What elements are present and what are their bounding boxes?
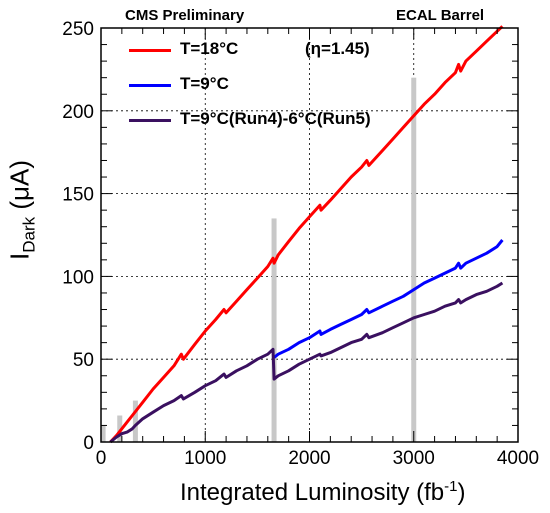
- y-tick-label-4: 200: [62, 102, 94, 123]
- series-line-2: [109, 281, 504, 444]
- technical-stop-bars: [100, 28, 518, 443]
- legend-swatch-blue: [129, 84, 171, 87]
- legend-swatch-purple: [129, 119, 171, 122]
- x-tick-label-1: 1000: [184, 448, 226, 469]
- ecal-barrel-label: ECAL Barrel: [396, 7, 485, 24]
- x-tick-label-0: 0: [96, 448, 107, 469]
- eta-annotation: (η=1.45): [305, 39, 370, 58]
- gray-bar-1: [117, 415, 123, 442]
- legend-label-18c: T=18°C: [180, 39, 239, 58]
- axis-ticks: [100, 27, 519, 443]
- cms-preliminary-label: CMS Preliminary: [125, 7, 245, 24]
- x-tick-label-4: 4000: [497, 448, 539, 469]
- gray-bar-4: [411, 77, 417, 443]
- y-tick-label-2: 100: [62, 267, 94, 288]
- series-line-1: [273, 239, 504, 359]
- legend-label-9c: T=9°C: [180, 74, 229, 93]
- gray-bar-2: [132, 400, 138, 442]
- series-line-0: [109, 25, 504, 444]
- x-axis-label: Integrated Luminosity (fb-1): [180, 478, 466, 506]
- y-tick-label-5: 250: [62, 19, 94, 40]
- y-axis-label: IDark (μA): [4, 159, 39, 261]
- legend-label-run4-run5: T=9°C(Run4)-6°C(Run5): [180, 109, 371, 128]
- legend-swatch-red: [129, 49, 171, 52]
- y-tick-label-0: 0: [83, 433, 94, 454]
- axis-tick-labels: 0 1000 2000 3000 4000 0 50 100 150 200 250: [62, 19, 539, 469]
- x-tick-label-2: 2000: [288, 448, 330, 469]
- gray-bar-3: [271, 218, 277, 442]
- x-tick-label-3: 3000: [393, 448, 435, 469]
- y-tick-label-3: 150: [62, 185, 94, 206]
- series-lines: [109, 25, 504, 444]
- y-tick-label-1: 50: [73, 350, 94, 371]
- gray-bar-0: [100, 425, 106, 442]
